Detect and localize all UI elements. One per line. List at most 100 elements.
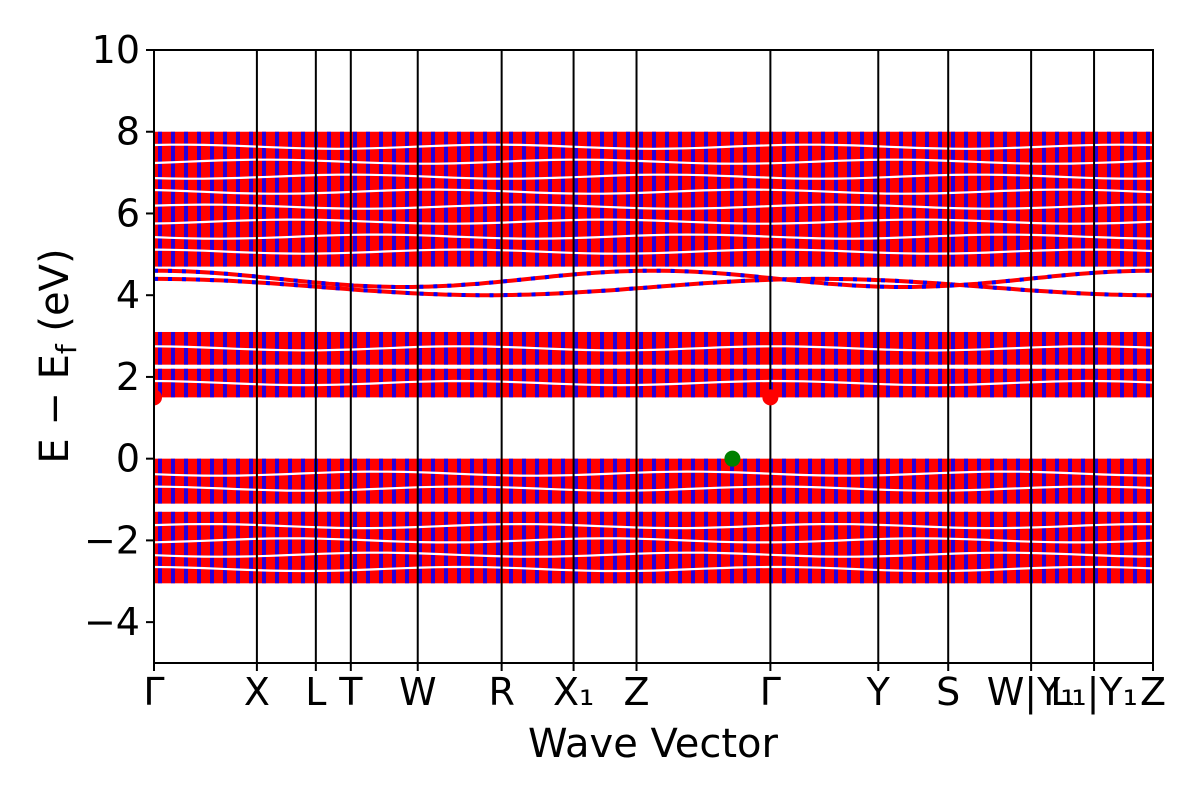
spin-down-stripe — [275, 458, 279, 504]
spin-down-stripe — [1081, 368, 1085, 398]
spin-down-stripe — [1133, 368, 1137, 398]
spin-down-stripe — [1042, 131, 1046, 267]
x-tick-label: L₁|Y₁ — [1050, 670, 1138, 715]
spin-down-stripe — [327, 331, 331, 365]
spin-down-stripe — [496, 368, 500, 398]
spin-down-stripe — [600, 511, 604, 584]
spin-down-stripe — [717, 131, 721, 267]
spin-down-stripe — [652, 368, 656, 398]
spin-down-stripe — [522, 458, 526, 504]
spin-down-stripe — [366, 131, 370, 267]
spin-down-stripe — [353, 131, 357, 267]
spin-down-stripe — [821, 511, 825, 584]
spin-down-stripe — [1055, 331, 1059, 365]
spin-down-stripe — [353, 511, 357, 584]
spin-down-stripe — [210, 458, 214, 504]
spin-down-stripe — [470, 331, 474, 365]
spin-down-stripe — [340, 458, 344, 504]
spin-down-stripe — [275, 368, 279, 398]
spin-down-stripe — [535, 458, 539, 504]
spin-down-stripe — [431, 131, 435, 267]
spin-down-stripe — [1094, 368, 1098, 398]
spin-down-stripe — [509, 458, 513, 504]
spin-down-stripe — [548, 131, 552, 267]
band-gap-line — [154, 522, 1153, 530]
spin-down-stripe — [236, 131, 240, 267]
spin-down-stripe — [1068, 458, 1072, 504]
spin-down-stripe — [184, 368, 188, 398]
spin-down-stripe — [1042, 368, 1046, 398]
spin-down-stripe — [626, 131, 630, 267]
spin-down-stripe — [197, 458, 201, 504]
x-axis-label: Wave Vector — [528, 721, 779, 767]
spin-down-stripe — [977, 331, 981, 365]
spin-down-stripe — [249, 131, 253, 267]
spin-down-stripe — [990, 458, 994, 504]
x-tick-label: R — [488, 670, 514, 714]
spin-down-stripe — [587, 458, 591, 504]
spin-down-stripe — [795, 368, 799, 398]
spin-down-stripe — [899, 458, 903, 504]
spin-down-stripe — [210, 511, 214, 584]
spin-down-stripe — [587, 331, 591, 365]
spin-down-stripe — [860, 511, 864, 584]
spin-down-stripe — [535, 131, 539, 267]
spin-down-stripe — [938, 368, 942, 398]
spin-down-stripe — [756, 331, 760, 365]
spin-down-stripe — [171, 131, 175, 267]
spin-down-stripe — [1094, 458, 1098, 504]
spin-down-stripe — [977, 511, 981, 584]
spin-down-stripe — [756, 511, 760, 584]
spin-down-stripe — [158, 458, 162, 504]
spin-down-stripe — [431, 458, 435, 504]
spin-down-stripe — [171, 458, 175, 504]
spin-down-stripe — [288, 511, 292, 584]
spin-down-stripe — [366, 458, 370, 504]
band-gap-line — [154, 537, 1153, 544]
spin-down-stripe — [340, 131, 344, 267]
spin-down-stripe — [418, 368, 422, 398]
spin-down-stripe — [431, 368, 435, 398]
spin-down-stripe — [418, 511, 422, 584]
spin-down-stripe — [327, 368, 331, 398]
spin-down-stripe — [639, 368, 643, 398]
spin-down-stripe — [938, 331, 942, 365]
spin-down-stripe — [821, 458, 825, 504]
spin-down-stripe — [665, 131, 669, 267]
spin-down-stripe — [691, 131, 695, 267]
x-tick-label: W — [399, 670, 437, 714]
spin-down-stripe — [964, 331, 968, 365]
spin-down-stripe — [444, 511, 448, 584]
isolated-band — [154, 268, 1153, 289]
spin-down-stripe — [678, 511, 682, 584]
spin-down-stripe — [1133, 331, 1137, 365]
spin-down-stripe — [522, 511, 526, 584]
spin-down-stripe — [1120, 368, 1124, 398]
spin-down-stripe — [886, 458, 890, 504]
spin-down-stripe — [912, 131, 916, 267]
spin-down-stripe — [938, 458, 942, 504]
spin-down-stripe — [1120, 331, 1124, 365]
spin-down-stripe — [483, 368, 487, 398]
spin-down-stripe — [626, 511, 630, 584]
cbm-marker — [762, 389, 779, 406]
spin-down-stripe — [340, 331, 344, 365]
spin-down-stripe — [652, 458, 656, 504]
y-tick-label: 2 — [116, 355, 140, 399]
spin-down-stripe — [262, 458, 266, 504]
spin-down-stripe — [249, 458, 253, 504]
spin-down-stripe — [262, 131, 266, 267]
spin-down-stripe — [587, 131, 591, 267]
spin-down-stripe — [1081, 511, 1085, 584]
spin-down-stripe — [626, 331, 630, 365]
x-tick-label: Z — [623, 670, 649, 714]
band-gap-line — [154, 233, 1153, 240]
spin-down-stripe — [730, 368, 734, 398]
band-gap-line — [154, 173, 1153, 180]
spin-down-stripe — [639, 131, 643, 267]
x-tick-label: Γ — [143, 670, 164, 714]
spin-down-stripe — [925, 331, 929, 365]
spin-down-stripe — [561, 511, 565, 584]
spin-down-stripe — [262, 331, 266, 365]
